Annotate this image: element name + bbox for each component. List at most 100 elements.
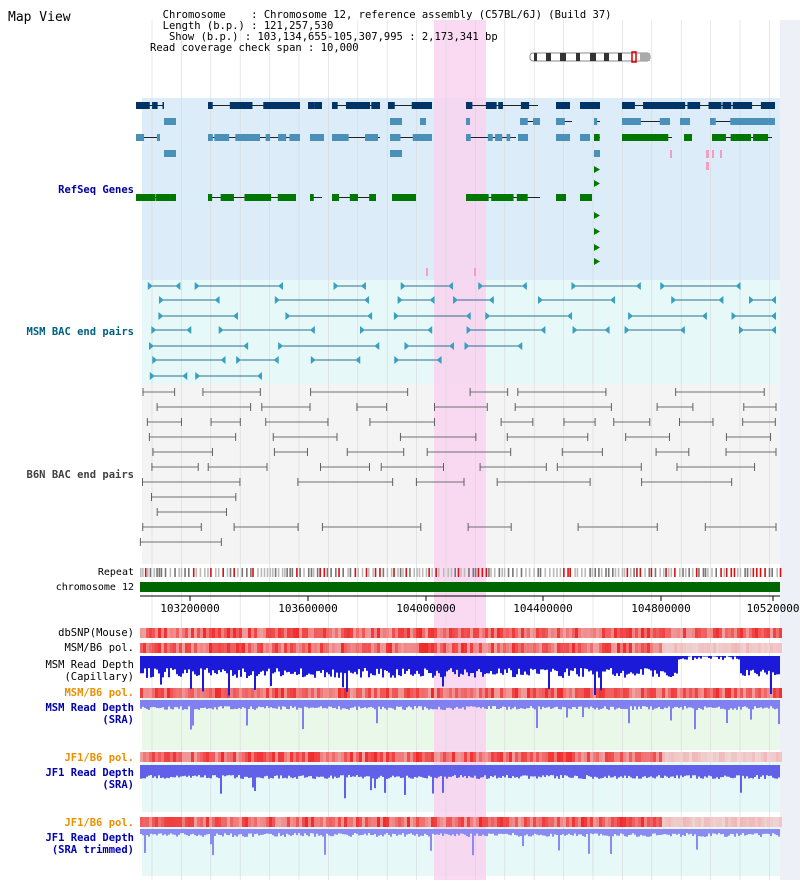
depth-bar [350,700,352,708]
depth-bar [506,700,508,710]
depth-bar [600,700,602,710]
heat-cell [515,688,518,698]
depth-bar [472,829,474,856]
heat-cell [161,688,164,698]
depth-bar [480,829,482,836]
depth-bar [504,656,506,670]
depth-bar [532,765,534,777]
depth-bar [656,700,658,709]
depth-bar [746,829,748,835]
heat-cell [257,643,260,653]
depth-bar [616,700,618,709]
msm-b6-pol-label-2[interactable]: MSM/B6 pol. [64,687,134,699]
heat-cell [242,752,245,762]
heat-cell [602,688,605,698]
depth-bar [658,656,660,677]
depth-bar [324,700,326,708]
heat-cell [563,817,566,827]
depth-bar [188,656,190,670]
b6n-bac-track-label[interactable]: B6N BAC end pairs [26,469,134,481]
heat-cell [395,817,398,827]
depth-bar [268,829,270,834]
depth-bar [572,829,574,836]
depth-bar [144,700,146,708]
heat-cell [227,628,230,638]
gene-exon [491,194,505,201]
heat-cell [557,752,560,762]
depth-bar [370,700,372,708]
depth-bar [754,829,756,834]
axis-tick-label: 103200000 [160,602,220,615]
depth-bar [598,765,600,779]
depth-bar [326,765,328,779]
heat-cell [704,643,707,653]
depth-bar [694,765,696,776]
repeat-mark [199,568,202,577]
depth-bar [700,700,702,709]
heat-cell [389,643,392,653]
axis-tick-label: 104400000 [513,602,573,615]
heat-cell [635,643,638,653]
depth-bar [350,829,352,837]
depth-bar [474,765,476,776]
depth-bar [318,700,320,708]
heat-cell [596,688,599,698]
jf1-b6-pol-label-1[interactable]: JF1/B6 pol. [64,752,134,764]
heat-cell [539,643,542,653]
depth-bar [742,656,744,676]
depth-bar [194,765,196,776]
depth-bar [638,765,640,779]
heat-cell [662,628,665,638]
jf1-read-depth-sra-label[interactable]: JF1 Read Depth (SRA) [45,767,134,791]
jf1-b6-pol-label-2[interactable]: JF1/B6 pol. [64,817,134,829]
depth-bar [574,700,576,708]
heat-cell [467,643,470,653]
gene-arrow [594,180,600,187]
depth-bar [554,700,556,708]
depth-bar [414,765,416,777]
gene-arrow [594,212,600,219]
depth-bar [470,765,472,778]
depth-bar [666,656,668,676]
heat-cell [254,752,257,762]
msm-read-depth-sra-label[interactable]: MSM Read Depth (SRA) [45,702,134,726]
heat-cell [248,643,251,653]
heat-cell [635,817,638,827]
heat-cell [773,628,776,638]
heat-cell [743,628,746,638]
heat-cell [563,688,566,698]
heat-cell [761,817,764,827]
heat-cell [419,643,422,653]
depth-bar [608,765,610,776]
heat-cell [773,688,776,698]
dbsnp-label[interactable]: dbSNP(Mouse) [58,627,134,639]
msm-read-depth-capillary-label[interactable]: MSM Read Depth (Capillary) [45,659,134,683]
heat-cell [539,817,542,827]
repeat-mark [281,568,284,577]
heat-cell [203,628,206,638]
refseq-track-label[interactable]: RefSeq Genes [58,184,134,196]
jf1-read-depth-trimmed-label[interactable]: JF1 Read Depth (SRA trimmed) [45,832,134,856]
depth-bar [288,829,290,835]
depth-bar [750,829,752,835]
msm-b6-pol-label-1[interactable]: MSM/B6 pol. [64,642,134,654]
depth-bar [474,656,476,678]
depth-bar [542,656,544,670]
heat-cell [341,688,344,698]
depth-bar [684,829,686,836]
heat-cell [254,628,257,638]
depth-bar [574,765,576,776]
depth-bar [628,829,630,836]
heat-cell [566,643,569,653]
depth-bar [696,700,698,710]
msm-bac-track-label[interactable]: MSM BAC end pairs [26,326,134,338]
bac-end-marker [488,296,494,304]
depth-bar [246,700,248,726]
heat-cell [560,628,563,638]
depth-bar [562,656,564,678]
heat-cell [407,628,410,638]
depth-bar [490,765,492,777]
depth-bar [712,765,714,779]
depth-bar [662,656,664,672]
